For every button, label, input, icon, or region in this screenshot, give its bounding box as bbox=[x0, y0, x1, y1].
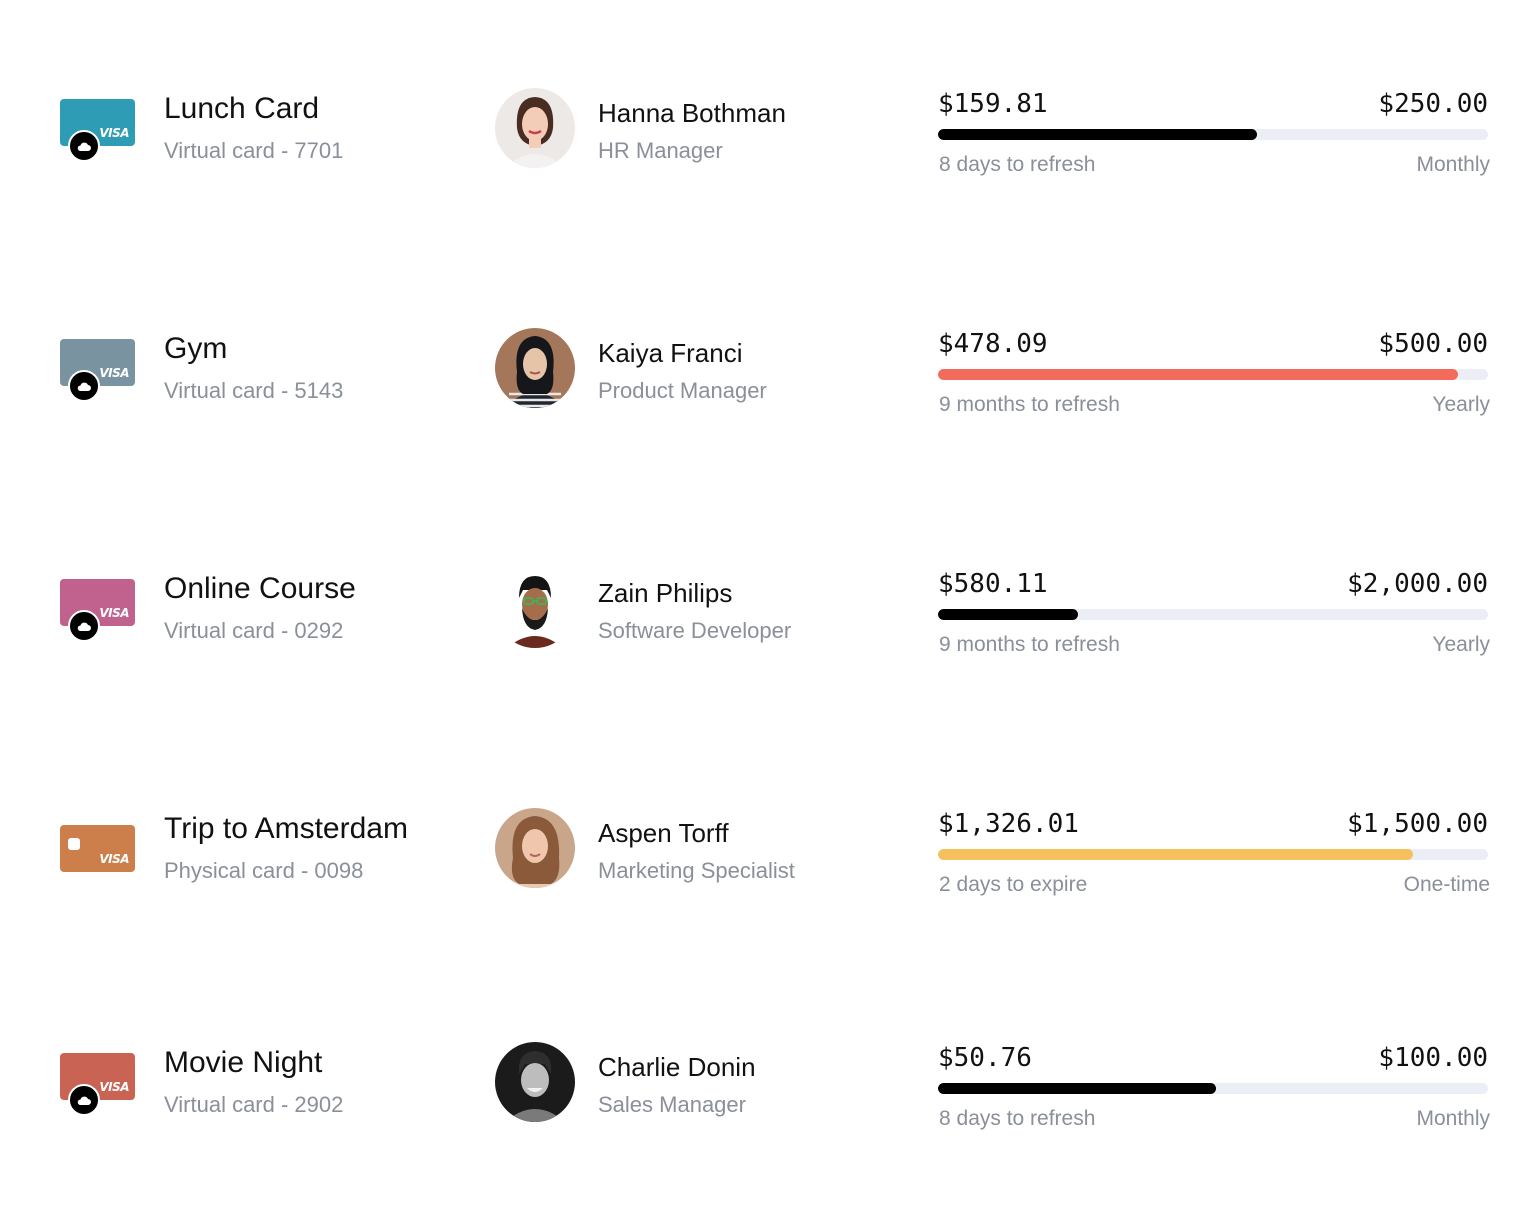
person-role: Product Manager bbox=[598, 378, 767, 403]
visa-logo-icon: VISA bbox=[99, 606, 129, 620]
card-row[interactable]: VISA Online Course Virtual card - 0292 Z… bbox=[0, 560, 1536, 680]
card-title[interactable]: Online Course bbox=[164, 572, 356, 605]
person-role: HR Manager bbox=[598, 138, 723, 163]
avatar[interactable] bbox=[495, 568, 575, 648]
spent-amount: $159.81 bbox=[938, 89, 1048, 119]
cloud-icon bbox=[68, 370, 100, 402]
budget-period: Yearly bbox=[1432, 633, 1490, 656]
card-title[interactable]: Trip to Amsterdam bbox=[164, 812, 408, 845]
card-subtitle: Virtual card - 7701 bbox=[164, 138, 344, 163]
person-name[interactable]: Charlie Donin bbox=[598, 1052, 756, 1082]
progress-fill bbox=[938, 129, 1257, 140]
spent-amount: $478.09 bbox=[938, 329, 1048, 359]
progress-fill bbox=[938, 849, 1414, 860]
card-title[interactable]: Lunch Card bbox=[164, 92, 320, 125]
person-role: Marketing Specialist bbox=[598, 858, 795, 883]
cloud-icon bbox=[68, 610, 100, 642]
progress-bar bbox=[938, 849, 1488, 860]
visa-logo-icon: VISA bbox=[99, 366, 129, 380]
card-row[interactable]: VISA Gym Virtual card - 5143 Kaiya Franc… bbox=[0, 320, 1536, 440]
progress-bar bbox=[938, 609, 1488, 620]
card-subtitle: Physical card - 0098 bbox=[164, 858, 364, 883]
limit-amount: $500.00 bbox=[1378, 329, 1488, 359]
limit-amount: $250.00 bbox=[1378, 89, 1488, 119]
person-name[interactable]: Aspen Torff bbox=[598, 818, 729, 848]
card-subtitle: Virtual card - 0292 bbox=[164, 618, 344, 643]
refresh-status: 8 days to refresh bbox=[939, 153, 1096, 176]
person-name[interactable]: Zain Philips bbox=[598, 578, 733, 608]
card-subtitle: Virtual card - 5143 bbox=[164, 378, 344, 403]
avatar[interactable] bbox=[495, 808, 575, 888]
card-title[interactable]: Movie Night bbox=[164, 1046, 323, 1079]
visa-logo-icon: VISA bbox=[99, 126, 129, 140]
refresh-status: 9 months to refresh bbox=[939, 393, 1120, 416]
cloud-icon bbox=[68, 130, 100, 162]
visa-logo-icon: VISA bbox=[99, 1080, 129, 1094]
card-title[interactable]: Gym bbox=[164, 332, 228, 365]
spent-amount: $580.11 bbox=[938, 569, 1048, 599]
limit-amount: $1,500.00 bbox=[1347, 809, 1488, 839]
card-chip-icon bbox=[68, 838, 80, 850]
avatar[interactable] bbox=[495, 88, 575, 168]
spent-amount: $1,326.01 bbox=[938, 809, 1079, 839]
person-role: Sales Manager bbox=[598, 1092, 746, 1117]
budget-period: Monthly bbox=[1416, 153, 1490, 176]
spent-amount: $50.76 bbox=[938, 1043, 1032, 1073]
avatar[interactable] bbox=[495, 328, 575, 408]
limit-amount: $2,000.00 bbox=[1347, 569, 1488, 599]
card-row[interactable]: VISA Lunch Card Virtual card - 7701 Hann… bbox=[0, 80, 1536, 200]
cloud-icon bbox=[68, 1084, 100, 1116]
refresh-status: 2 days to expire bbox=[939, 873, 1088, 896]
card-thumbnail: VISA bbox=[60, 825, 135, 872]
refresh-status: 8 days to refresh bbox=[939, 1107, 1096, 1130]
card-row[interactable]: VISA Movie Night Virtual card - 2902 Cha… bbox=[0, 1034, 1536, 1154]
progress-fill bbox=[938, 369, 1459, 380]
refresh-status: 9 months to refresh bbox=[939, 633, 1120, 656]
person-name[interactable]: Hanna Bothman bbox=[598, 98, 786, 128]
progress-bar bbox=[938, 1083, 1488, 1094]
progress-bar bbox=[938, 129, 1488, 140]
progress-fill bbox=[938, 609, 1079, 620]
person-name[interactable]: Kaiya Franci bbox=[598, 338, 743, 368]
progress-fill bbox=[938, 1083, 1216, 1094]
progress-bar bbox=[938, 369, 1488, 380]
budget-period: Yearly bbox=[1432, 393, 1490, 416]
visa-logo-icon: VISA bbox=[99, 852, 129, 866]
limit-amount: $100.00 bbox=[1378, 1043, 1488, 1073]
person-role: Software Developer bbox=[598, 618, 792, 643]
card-subtitle: Virtual card - 2902 bbox=[164, 1092, 344, 1117]
card-row[interactable]: VISA Trip to Amsterdam Physical card - 0… bbox=[0, 800, 1536, 920]
avatar[interactable] bbox=[495, 1042, 575, 1122]
budget-period: Monthly bbox=[1416, 1107, 1490, 1130]
budget-period: One-time bbox=[1403, 873, 1490, 896]
